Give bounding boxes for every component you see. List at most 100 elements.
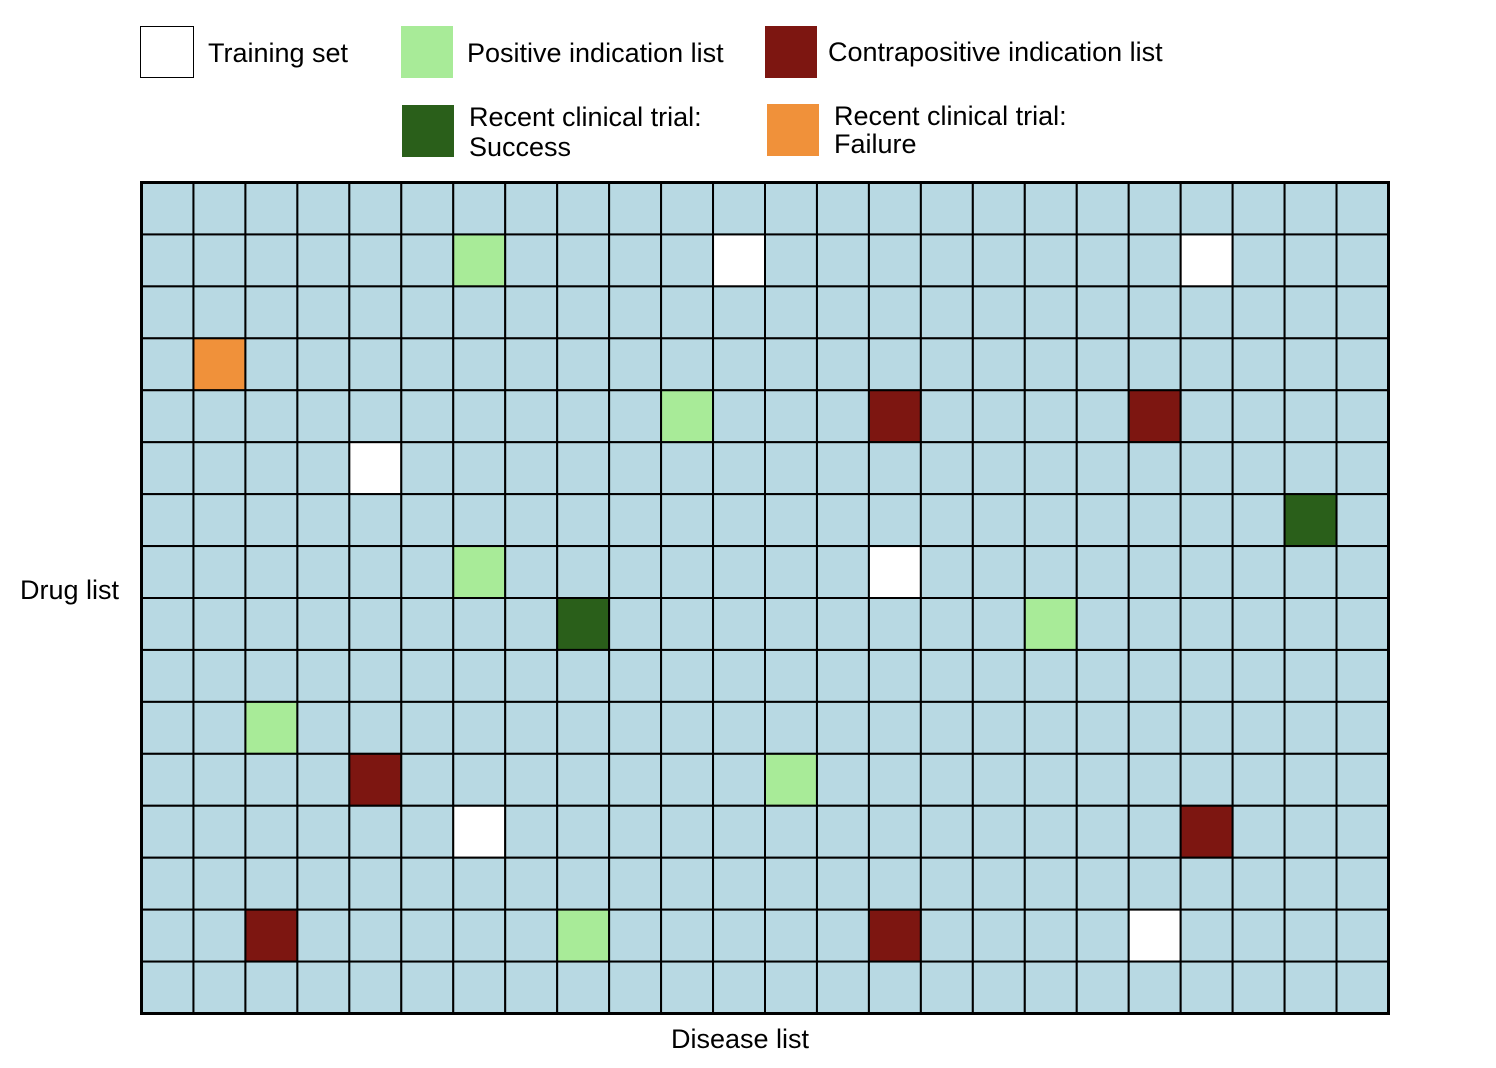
- matrix-cell: [192, 648, 247, 703]
- matrix-cell: [244, 597, 299, 651]
- matrix-cell: [1127, 441, 1182, 496]
- matrix-cell: [1231, 700, 1286, 755]
- matrix-cell: [1231, 856, 1286, 911]
- matrix-cell: [296, 700, 351, 755]
- legend-label-failure: Recent clinical trial: Failure: [834, 102, 1067, 158]
- matrix-cell: [1075, 597, 1130, 651]
- matrix-cell: [1335, 337, 1390, 392]
- matrix-cell: [764, 389, 818, 444]
- matrix-cell: [867, 700, 922, 755]
- matrix-cell: [1075, 337, 1130, 392]
- matrix-cell: [815, 960, 870, 1015]
- matrix-cell: [1075, 648, 1130, 703]
- matrix-cell: [919, 389, 974, 444]
- matrix-cell: [1179, 545, 1234, 599]
- matrix-cell: [1283, 856, 1338, 911]
- matrix-cell: [919, 233, 974, 288]
- matrix-cell: [764, 181, 818, 236]
- matrix-cell: [1127, 337, 1182, 392]
- matrix-cell: [1075, 389, 1130, 444]
- matrix-cell: [452, 181, 507, 236]
- matrix-cell: [1179, 752, 1234, 807]
- matrix-cell: [608, 181, 663, 236]
- matrix-cell-training: [867, 545, 922, 599]
- matrix-cell: [400, 804, 455, 859]
- matrix-cell: [1283, 389, 1338, 444]
- matrix-cell: [296, 233, 351, 288]
- matrix-cell: [348, 700, 403, 755]
- legend-success-line2: Success: [469, 132, 572, 162]
- matrix-cell: [660, 441, 715, 496]
- matrix-cell: [1127, 960, 1182, 1015]
- matrix-cell: [1075, 700, 1130, 755]
- matrix-cell: [192, 389, 247, 444]
- matrix-cell: [1335, 597, 1390, 651]
- matrix-cell: [556, 700, 611, 755]
- legend-swatch-training: [140, 26, 194, 78]
- matrix-cell: [1023, 752, 1078, 807]
- matrix-cell: [140, 181, 195, 236]
- matrix-cell: [1335, 233, 1390, 288]
- matrix-cell: [712, 545, 767, 599]
- matrix-cell: [400, 908, 455, 963]
- matrix-cell: [1231, 285, 1286, 340]
- matrix-cell: [764, 233, 818, 288]
- matrix-cell: [400, 233, 455, 288]
- matrix-cell: [140, 493, 195, 548]
- matrix-cell: [815, 389, 870, 444]
- matrix-cell: [867, 597, 922, 651]
- matrix-cell: [1023, 804, 1078, 859]
- matrix-cell: [1127, 856, 1182, 911]
- matrix-cell-training: [1179, 233, 1234, 288]
- matrix-cell: [919, 337, 974, 392]
- drug-disease-matrix: [140, 181, 1390, 1015]
- matrix-cell: [1335, 752, 1390, 807]
- matrix-cell: [296, 441, 351, 496]
- matrix-cell: [867, 233, 922, 288]
- matrix-cell: [660, 597, 715, 651]
- matrix-cell: [504, 233, 559, 288]
- matrix-cell: [140, 337, 195, 392]
- matrix-cell: [140, 856, 195, 911]
- matrix-cell: [1283, 181, 1338, 236]
- matrix-cell: [1231, 804, 1286, 859]
- matrix-cell: [452, 908, 507, 963]
- matrix-cell: [244, 493, 299, 548]
- matrix-cell: [140, 597, 195, 651]
- matrix-cell: [556, 856, 611, 911]
- matrix-cell: [712, 752, 767, 807]
- matrix-cell: [1283, 337, 1338, 392]
- matrix-cell: [400, 441, 455, 496]
- matrix-cell-positive: [660, 389, 715, 444]
- matrix-cell: [140, 648, 195, 703]
- matrix-cell: [1179, 597, 1234, 651]
- matrix-cell: [400, 700, 455, 755]
- matrix-cell: [348, 545, 403, 599]
- matrix-cell: [815, 493, 870, 548]
- matrix-cell: [504, 493, 559, 548]
- matrix-cell: [867, 648, 922, 703]
- matrix-cell-success: [556, 597, 611, 651]
- matrix-cell: [712, 804, 767, 859]
- matrix-cell: [1127, 181, 1182, 236]
- matrix-cell: [192, 597, 247, 651]
- matrix-cell: [1231, 441, 1286, 496]
- matrix-cell: [400, 181, 455, 236]
- matrix-cell: [244, 804, 299, 859]
- matrix-cell: [867, 804, 922, 859]
- matrix-cell: [296, 337, 351, 392]
- matrix-cell: [660, 337, 715, 392]
- matrix-cell: [1075, 285, 1130, 340]
- matrix-cell: [296, 752, 351, 807]
- matrix-cell: [971, 441, 1026, 496]
- matrix-cell: [712, 493, 767, 548]
- matrix-cell: [504, 545, 559, 599]
- matrix-cell: [504, 389, 559, 444]
- matrix-cell: [504, 856, 559, 911]
- matrix-cell: [608, 545, 663, 599]
- matrix-cell: [1283, 908, 1338, 963]
- matrix-cell: [1075, 856, 1130, 911]
- matrix-cell: [867, 181, 922, 236]
- matrix-cell: [1023, 908, 1078, 963]
- matrix-cell: [1023, 856, 1078, 911]
